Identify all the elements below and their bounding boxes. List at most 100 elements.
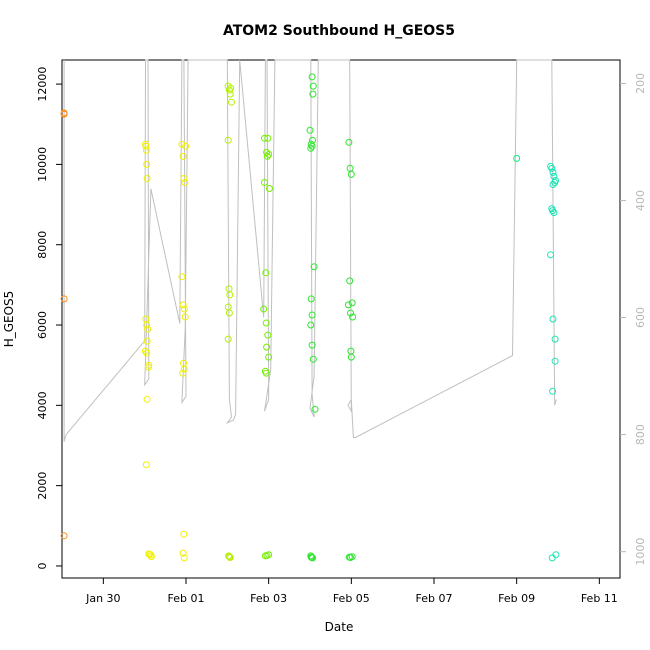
data-point <box>307 321 315 329</box>
data-point <box>179 301 187 309</box>
data-point <box>179 369 187 377</box>
data-point <box>549 207 557 215</box>
data-point <box>226 553 234 561</box>
y-tick-label: 8000 <box>36 231 49 259</box>
data-point <box>262 369 270 377</box>
data-point <box>179 549 187 557</box>
data-point <box>179 152 187 160</box>
data-point <box>307 144 315 152</box>
data-point <box>262 269 270 277</box>
data-point <box>310 263 318 271</box>
data-point <box>60 295 68 303</box>
data-point <box>261 552 269 560</box>
data-point <box>144 325 152 333</box>
data-point <box>227 84 235 92</box>
data-point <box>143 321 151 329</box>
y-tick-label: 2000 <box>36 472 49 500</box>
x-tick-label: Feb 01 <box>168 592 205 605</box>
y-axis: 0 2000 4000 6000 8000 10000 12000 <box>36 67 62 569</box>
y-tick-label: 4000 <box>36 391 49 419</box>
data-point <box>551 357 559 365</box>
data-point <box>347 170 355 178</box>
data-point <box>552 551 560 559</box>
y2-tick-label: 800 <box>634 424 647 445</box>
data-point <box>224 136 232 144</box>
data-point <box>264 331 272 339</box>
x-tick-label: Jan 30 <box>85 592 120 605</box>
data-point <box>178 273 186 281</box>
data-point <box>552 177 559 184</box>
data-point <box>225 552 233 560</box>
data-point <box>309 90 317 98</box>
x-tick-label: Feb 07 <box>416 592 453 605</box>
data-point <box>224 335 232 343</box>
data-point <box>307 552 315 560</box>
x-axis: Jan 30 Feb 01 Feb 03 Feb 05 Feb 07 Feb 09 Feb … <box>85 578 618 605</box>
data-point <box>348 553 356 561</box>
data-point <box>180 305 188 313</box>
data-point <box>143 349 151 357</box>
data-point <box>265 150 273 158</box>
data-point <box>142 461 150 469</box>
data-point <box>308 311 316 319</box>
data-point <box>226 291 234 299</box>
data-point <box>262 319 270 327</box>
data-point <box>143 337 151 345</box>
data-point <box>146 550 154 558</box>
data-point <box>548 554 556 562</box>
data-point <box>347 353 355 361</box>
y2-tick-label: 1000 <box>634 538 647 566</box>
data-point <box>549 387 557 395</box>
data-point <box>180 365 188 373</box>
data-point <box>143 175 151 182</box>
data-point <box>307 295 315 303</box>
y-tick-label: 0 <box>36 562 49 569</box>
data-point <box>309 82 317 90</box>
data-point <box>547 251 555 259</box>
data-point <box>548 164 556 172</box>
data-point <box>347 309 354 317</box>
x-axis-label: Date <box>325 620 354 634</box>
data-point <box>178 140 186 148</box>
data-point <box>181 179 189 186</box>
data-point <box>228 98 235 106</box>
data-point <box>181 313 189 321</box>
secondary-y-axis: 200 400 600 800 1000 <box>620 73 647 566</box>
data-point <box>309 136 316 144</box>
data-point <box>549 168 557 176</box>
data-point <box>263 152 271 160</box>
pressure-line-layer <box>63 59 557 442</box>
data-point <box>311 405 319 413</box>
data-points-layer <box>60 73 560 562</box>
data-point <box>60 532 68 540</box>
x-tick-label: Feb 11 <box>581 592 618 605</box>
y2-tick-label: 400 <box>634 190 647 211</box>
data-point <box>180 554 188 562</box>
y2-tick-label: 200 <box>634 73 647 94</box>
data-point <box>551 335 559 343</box>
data-point <box>549 315 557 323</box>
x-tick-label: Feb 03 <box>250 592 287 605</box>
data-point <box>144 363 152 371</box>
data-point <box>142 315 150 323</box>
data-point <box>349 313 357 321</box>
data-point <box>308 341 316 349</box>
data-point <box>224 303 232 311</box>
data-point <box>143 160 151 168</box>
x-tick-label: Feb 09 <box>498 592 535 605</box>
data-point <box>309 355 317 363</box>
data-point <box>180 530 188 538</box>
data-point <box>266 185 273 192</box>
y2-tick-label: 600 <box>634 307 647 328</box>
data-point <box>261 179 268 186</box>
y-axis-label: H_GEOS5 <box>2 291 16 348</box>
data-point <box>143 395 151 403</box>
data-point <box>261 134 268 142</box>
data-point <box>309 554 316 562</box>
data-point <box>306 126 314 134</box>
y-tick-label: 10000 <box>36 147 49 182</box>
data-point <box>264 134 272 142</box>
data-point <box>182 142 190 150</box>
data-point <box>265 353 273 361</box>
